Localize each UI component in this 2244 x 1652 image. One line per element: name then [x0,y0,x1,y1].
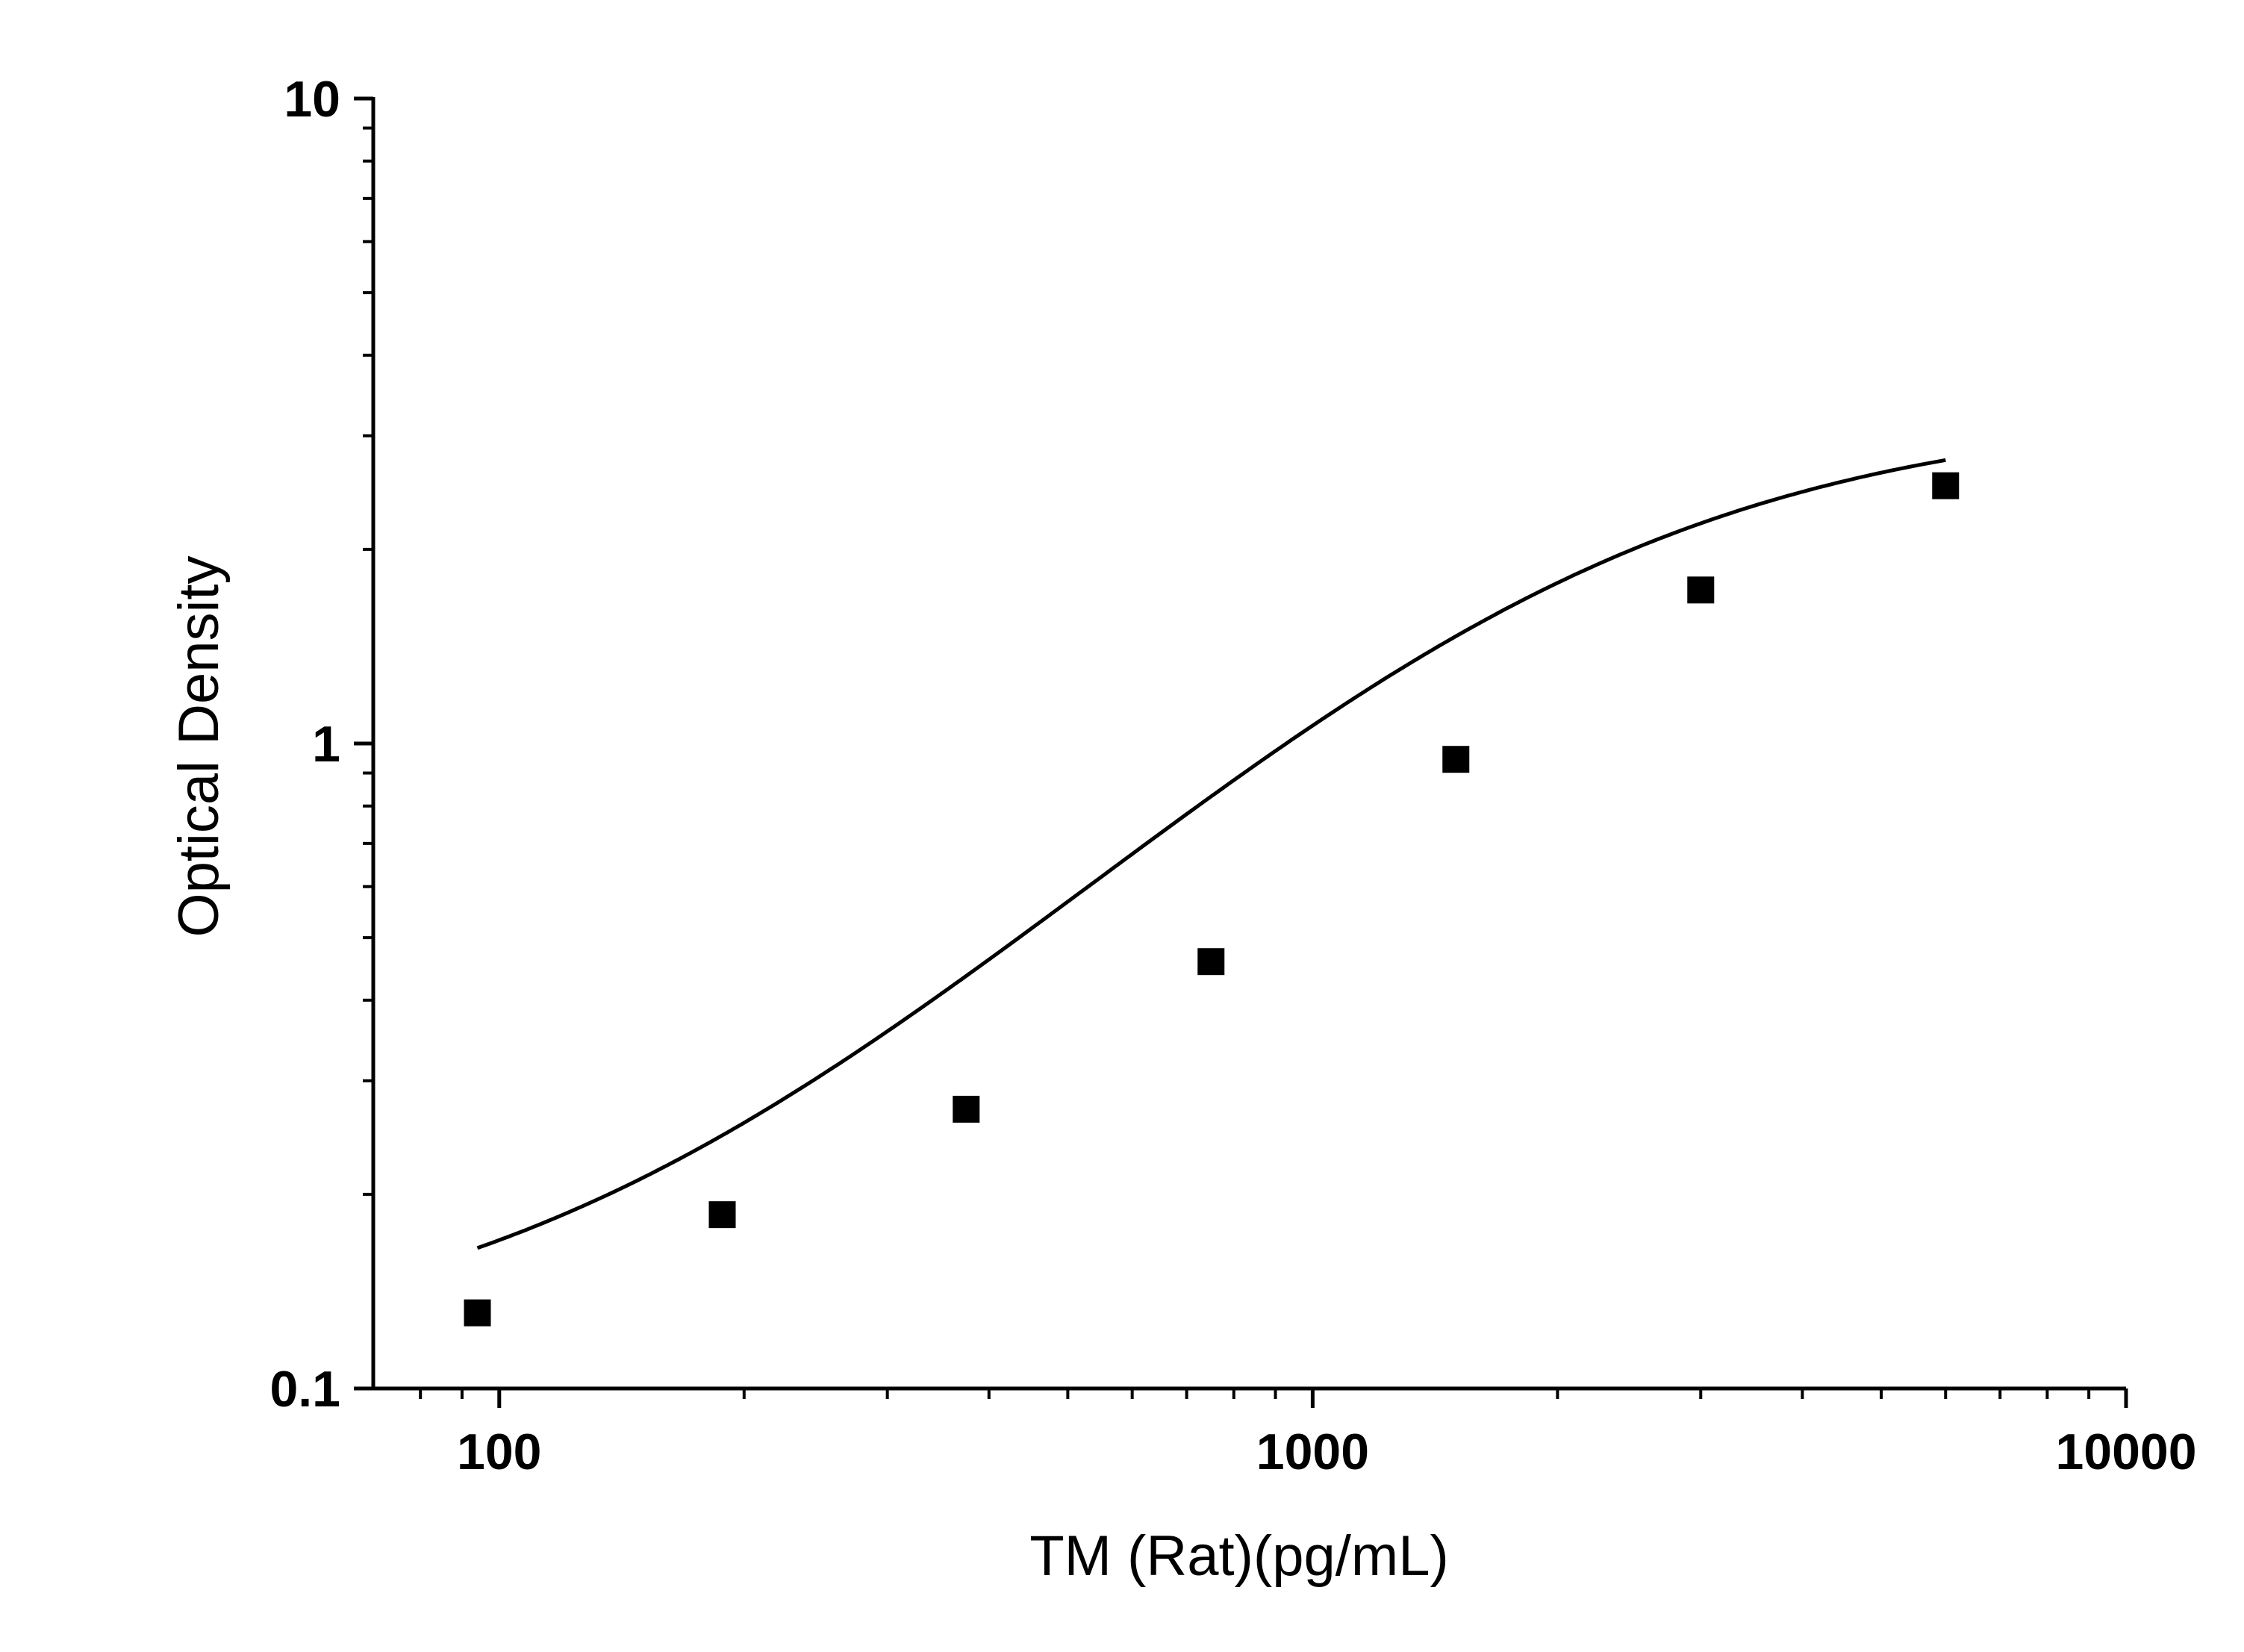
data-point [1442,746,1470,773]
fit-curve [476,458,1946,1250]
x-tick-label: 100 [457,1424,541,1480]
y-tick-label: 1 [312,716,340,773]
data-point [708,1201,736,1229]
data-point [1197,948,1225,976]
data-point [1932,472,1960,499]
data-point [1687,576,1715,604]
y-tick-label: 0.1 [269,1361,340,1418]
x-tick-label: 10000 [2055,1424,2196,1480]
x-tick-label: 1000 [1256,1424,1369,1480]
data-point [953,1095,980,1123]
data-point [464,1299,491,1327]
y-tick-label: 10 [284,71,340,128]
y-axis-title: Optical Density [167,555,231,937]
axes: 0.1 1 10 100 1000 10000 [269,71,2196,1480]
x-axis-title: TM (Rat)(pg/mL) [1029,1524,1449,1588]
data-marks [464,458,1960,1327]
